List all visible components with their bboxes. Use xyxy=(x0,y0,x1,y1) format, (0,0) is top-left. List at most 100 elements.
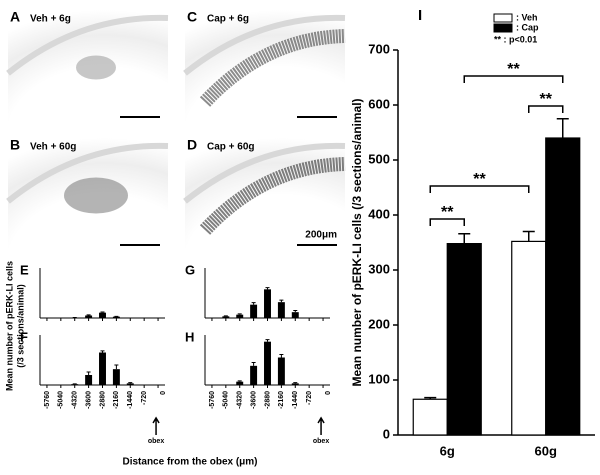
bar xyxy=(236,381,244,385)
error-bar xyxy=(424,396,437,400)
significance-label: ** xyxy=(441,204,454,221)
tissue-edge xyxy=(183,142,346,204)
y-tick-label: 600 xyxy=(368,96,390,111)
error-bar xyxy=(100,350,105,353)
y-tick-label: 400 xyxy=(368,206,390,221)
staining xyxy=(199,157,346,235)
bar xyxy=(250,304,258,318)
bar xyxy=(222,316,230,318)
bar xyxy=(264,289,271,318)
x-tick-label: -720 xyxy=(306,391,313,405)
x-tick-label: -2880 xyxy=(264,391,271,409)
significance-label: ** xyxy=(473,171,486,188)
panel-letter: B xyxy=(10,137,20,153)
staining xyxy=(76,55,116,80)
error-bar xyxy=(86,314,91,316)
error-bar xyxy=(237,313,242,315)
error-bar xyxy=(458,232,471,244)
obex-label: obex xyxy=(148,438,164,445)
small-charts: E G F -5760 -5040 -4320 -3600 -2880 -2160 -1440 -7… xyxy=(4,261,332,468)
obex-arrow xyxy=(317,416,325,435)
x-tick-label: -2880 xyxy=(99,391,106,409)
legend-swatch xyxy=(493,13,513,23)
tissue-edge xyxy=(6,14,169,76)
bar xyxy=(85,315,93,318)
shared-x-label: Distance from the obex (μm) xyxy=(122,457,257,468)
error-bar xyxy=(265,287,270,290)
y-tick-label: 100 xyxy=(368,371,390,386)
error-bar xyxy=(237,380,242,382)
x-tick-label: -2160 xyxy=(278,391,285,409)
error-bar xyxy=(556,118,569,138)
x-tick-label: 0 xyxy=(160,391,167,395)
error-bar xyxy=(251,362,256,366)
bar xyxy=(250,365,258,385)
bar xyxy=(112,316,120,318)
x-tick-label: -4320 xyxy=(237,391,244,409)
obex-label: obex xyxy=(313,438,329,445)
panel-label: Veh + 6g xyxy=(30,14,71,25)
bar xyxy=(446,243,482,436)
panel-letter: I xyxy=(418,7,422,24)
legend-label: : Veh xyxy=(516,12,538,22)
error-bar xyxy=(279,299,284,303)
shared-y-label: (/3 sections/animal) xyxy=(15,284,25,368)
x-tick-label: -720 xyxy=(141,391,148,405)
chart-i: I 0 100 200 300 400 500 600 700 Mean number of pE… xyxy=(350,7,595,458)
shared-y-label: Mean number of pERK-LI cells xyxy=(4,261,14,391)
x-tick-label: -4320 xyxy=(72,391,79,409)
panel-letter: H xyxy=(185,329,194,344)
y-tick-label: 700 xyxy=(368,41,390,56)
x-tick-label: -3600 xyxy=(85,391,92,409)
panel-letter: A xyxy=(10,9,20,25)
y-tick-label: 500 xyxy=(368,151,390,166)
panel-label: Cap + 60g xyxy=(207,142,255,153)
x-tick-label: 0 xyxy=(325,391,332,395)
bar xyxy=(291,312,299,318)
bar xyxy=(99,312,106,318)
tissue-edge xyxy=(6,142,169,204)
staining xyxy=(199,29,346,107)
error-bar xyxy=(128,382,133,384)
significance-bracket xyxy=(528,105,564,113)
bar xyxy=(264,341,271,385)
scale-bar-label: 200μm xyxy=(305,230,337,241)
bar xyxy=(291,383,299,385)
error-bar xyxy=(114,364,119,370)
panel-letter: G xyxy=(185,262,195,277)
x-tick-label: -1440 xyxy=(127,391,134,409)
micrographs: A Veh + 6g C Cap + 6g B Veh + 60g D Cap + 60g 20… xyxy=(6,9,346,253)
error-bar xyxy=(251,302,256,305)
panel-label: Cap + 6g xyxy=(207,14,249,25)
x-tick-label: -5040 xyxy=(58,391,65,409)
panel-letter: E xyxy=(20,262,29,277)
panel-letter: D xyxy=(187,137,197,153)
error-bar xyxy=(86,371,91,375)
significance-label: ** xyxy=(507,61,520,78)
x-tick-label: -5760 xyxy=(209,391,216,409)
bar xyxy=(412,398,448,436)
tissue-edge xyxy=(183,14,346,76)
error-bar xyxy=(223,315,228,317)
x-tick-label: -3600 xyxy=(250,391,257,409)
y-tick-label: 200 xyxy=(368,316,390,331)
x-tick-label: -5760 xyxy=(44,391,51,409)
legend-note: ** : p<0.01 xyxy=(494,34,537,44)
bar xyxy=(99,352,106,385)
y-axis-label: Mean number of pERK-LI cells (/3 section… xyxy=(350,98,364,386)
x-tick-label: -2160 xyxy=(113,391,120,409)
legend-swatch xyxy=(493,23,513,33)
error-bar xyxy=(293,310,298,313)
y-tick-label: 300 xyxy=(368,261,390,276)
panel-letter: F xyxy=(20,329,28,344)
x-tick-label: -5040 xyxy=(223,391,230,409)
significance-bracket xyxy=(463,75,564,83)
error-bar xyxy=(265,339,270,342)
legend-label: : Cap xyxy=(516,22,539,32)
bar xyxy=(277,357,285,385)
error-bar xyxy=(100,311,105,313)
bar xyxy=(112,369,120,385)
error-bar xyxy=(522,230,535,242)
staining xyxy=(64,177,128,214)
